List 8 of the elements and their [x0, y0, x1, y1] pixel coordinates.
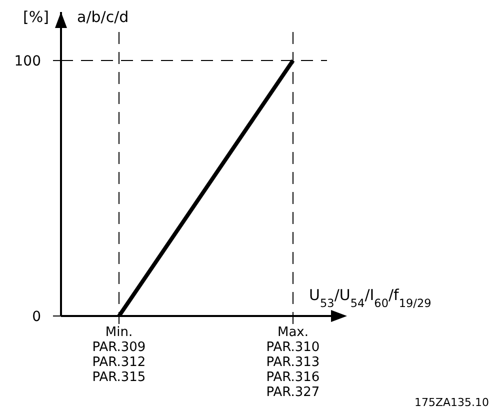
x-tick-label: Min. PAR.309 PAR.312 PAR.315 [92, 325, 146, 385]
y-tick-label: 100 [14, 53, 41, 70]
text: 175ZA135.10 [414, 396, 489, 409]
y-axis-title: [%] [23, 8, 49, 26]
x-tick-label: Max. PAR.310 PAR.313 PAR.316 PAR.327 [266, 325, 320, 400]
y-tick-label: 0 [32, 308, 41, 325]
x-axis-title: U$_{53}$/U$_{54}$/I$_{60}$/f$_{19/29}$ [309, 286, 432, 310]
chart-title: a/b/c/d [77, 8, 129, 26]
